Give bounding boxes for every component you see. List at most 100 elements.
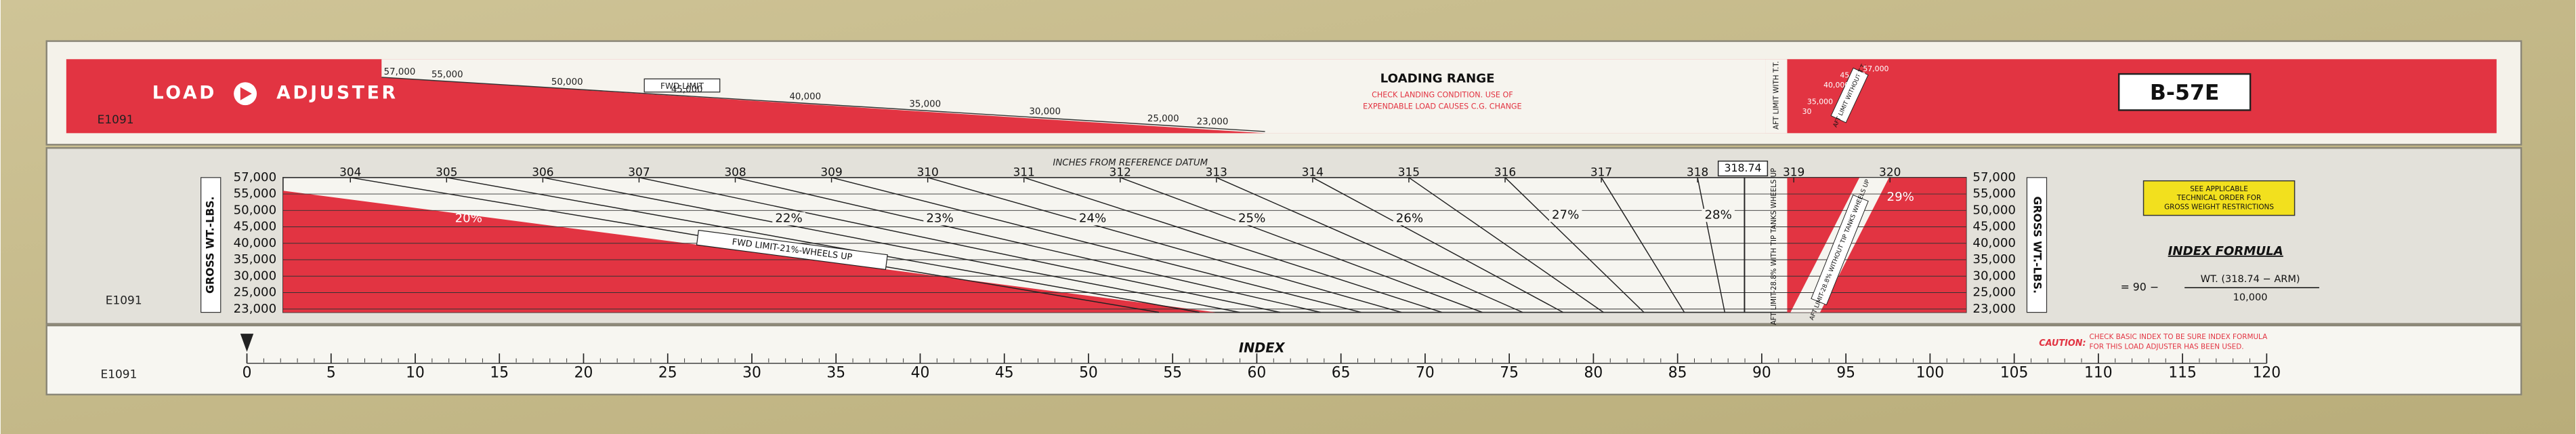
ref-arm: 318.74: [1724, 161, 1761, 174]
aft-no-tt-box: [1830, 67, 1869, 123]
weight-axis-title: GROSS WT.-LBS.: [204, 196, 217, 294]
arm-tick-label: 312: [1110, 165, 1131, 179]
formula-num: WT. (318.74 − ARM): [2201, 274, 2300, 285]
weight-label: 25,000: [1972, 285, 2016, 300]
arm-tick-label: 316: [1494, 165, 1516, 179]
code: E1091: [98, 113, 134, 126]
scale-label: 90: [1752, 364, 1771, 381]
weight-title-box-left: [200, 177, 221, 313]
caution-line: CHECK BASIC INDEX TO BE SURE INDEX FORMU…: [2090, 333, 2268, 341]
aft-strip: [1765, 59, 1788, 134]
scale-label: 110: [2084, 364, 2113, 381]
scale-label: 65: [1332, 364, 1351, 381]
range-label: 40,000: [789, 92, 821, 102]
aft-label: 45,000: [1840, 71, 1865, 80]
scale-label: 5: [326, 364, 336, 381]
percent-label: 29%: [1887, 190, 1914, 204]
caution-label: CAUTION:: [2039, 338, 2086, 349]
notice-box: [2142, 180, 2296, 216]
fwd-limit-box: [643, 78, 721, 93]
range-label: 30,000: [1029, 106, 1061, 117]
arm-tick-label: 304: [339, 165, 361, 179]
scale-label: 35: [826, 364, 845, 381]
aft-limit-tt-label: AFT LIMIT-28.8% WITH TIP TANKS WHEELS UP: [1771, 168, 1778, 326]
note-line: CHECK LANDING CONDITION. USE OF: [1372, 91, 1513, 100]
percent-label-bg: [1076, 212, 1110, 226]
percent-line: [1312, 177, 1564, 313]
scale-label: 25: [658, 364, 677, 381]
loading-range: LOADING RANGE: [1380, 71, 1495, 85]
weight-label: 30,000: [1972, 269, 2016, 283]
arm-tick-label: 309: [820, 165, 842, 179]
formula-den: 10,000: [2233, 292, 2268, 303]
arm-tick-label: 317: [1590, 165, 1612, 179]
percent-line: [1120, 177, 1483, 313]
weight-title-box-right: [2026, 177, 2048, 313]
percent-line: [1023, 177, 1442, 313]
percent-line: [543, 177, 1240, 313]
percent-line: [446, 177, 1200, 313]
weight-label: 25,000: [234, 285, 277, 300]
range-label: 23,000: [1197, 117, 1229, 127]
index-pointer: [240, 334, 254, 352]
weight-label: 50,000: [1972, 203, 2016, 217]
weight-label: 55,000: [234, 186, 277, 201]
arm-tick-label: 306: [532, 165, 553, 179]
percent-label: 24%: [1079, 211, 1106, 225]
aft-label: 57,000: [1863, 64, 1888, 73]
arm-tick-label: 305: [436, 165, 457, 179]
percent-line: [1504, 177, 1645, 313]
aft-label: 35,000: [1807, 97, 1833, 106]
loading-range-area: [381, 59, 1766, 134]
arm-tick-label: 314: [1302, 165, 1324, 179]
aft-label: 40,000: [1823, 81, 1849, 90]
percent-label-bg: [1548, 208, 1582, 222]
scale-label: 60: [1248, 364, 1267, 381]
code: E1091: [106, 294, 142, 307]
percent-line: [639, 177, 1281, 313]
scale-label: 100: [1916, 364, 1945, 381]
weight-label: 45,000: [234, 220, 277, 234]
scale-label: 10: [406, 364, 425, 381]
arm-tick-label: 308: [724, 165, 746, 179]
percent-label-bg: [1235, 212, 1269, 226]
arm-tick-label: 311: [1013, 165, 1035, 179]
notice-line: TECHNICAL ORDER FOR: [2176, 194, 2261, 202]
scale-label: 15: [490, 364, 509, 381]
percent-label-bg: [1702, 208, 1735, 222]
fwd-limit: FWD LIMIT: [660, 81, 704, 91]
weight-label: 40,000: [1972, 236, 2016, 250]
scale-label: 120: [2253, 364, 2281, 381]
weight-label: 35,000: [234, 252, 277, 267]
weight-label: 40,000: [234, 236, 277, 250]
percent-label: 28%: [1704, 208, 1731, 222]
percent-label: 25%: [1238, 211, 1265, 225]
percent-label-bg: [923, 212, 956, 226]
percent-line: [1216, 177, 1523, 313]
percent-label: 20%: [455, 211, 482, 225]
scale-label: 95: [1836, 364, 1855, 381]
aft-label: 30: [1802, 107, 1812, 116]
aft-limit-tt: AFT LIMIT WITH T.T.: [1773, 61, 1781, 130]
axis-title: INCHES FROM REFERENCE DATUM: [1053, 158, 1208, 168]
percent-label: 23%: [926, 211, 953, 225]
percent-line: [1601, 177, 1685, 313]
weight-label: 50,000: [234, 203, 277, 217]
scale-label: 0: [242, 364, 252, 381]
percent-label: 26%: [1396, 211, 1423, 225]
bottom-strip: [45, 324, 2522, 396]
range-label: 55,000: [431, 70, 463, 80]
weight-label: 57,000: [1972, 170, 2016, 184]
range-label: 45,000: [671, 85, 703, 95]
ref-arm-box: [1717, 160, 1769, 177]
caution-line: FOR THIS LOAD ADJUSTER HAS BEEN USED.: [2090, 343, 2244, 351]
scale-label: 115: [2168, 364, 2197, 381]
index-title: INDEX: [1239, 340, 1286, 355]
arm-tick-label: 320: [1879, 165, 1901, 179]
weight-label: 23,000: [234, 302, 277, 316]
weight-label: 55,000: [1972, 186, 2016, 201]
scale-label: 80: [1584, 364, 1603, 381]
aft-no-tt-label-box: [1811, 194, 1869, 306]
scale-label: 40: [911, 364, 930, 381]
